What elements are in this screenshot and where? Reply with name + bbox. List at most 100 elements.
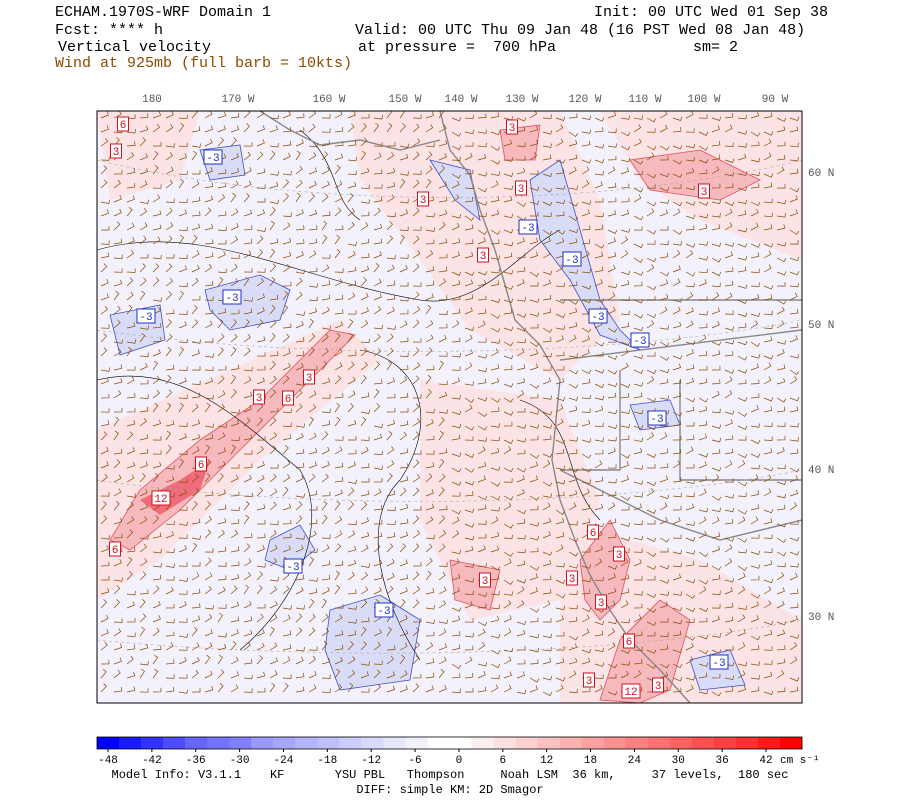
contour-label-box [203,149,223,165]
contour-label-box [515,180,527,196]
graticule [97,159,802,654]
contour-label-box [374,602,394,618]
colorbar-swatch [537,737,560,749]
contour-label: 3 [306,373,313,385]
contour-label-box [647,410,667,426]
contour-label-box [136,308,156,324]
colorbar-tick-label: -12 [361,755,381,767]
contour-label: 12 [624,687,637,699]
colorbar-swatch [427,737,450,749]
contour-label: 3 [616,550,623,562]
colorbar-swatch [317,737,340,749]
colorbar-swatch [449,737,472,749]
contour-label-box [652,677,664,693]
colorbar-swatch [383,737,406,749]
contour-label-box [477,247,489,263]
contour-label: -3 [139,312,152,324]
contour-label: -3 [650,414,663,426]
colorbar-swatch [405,737,428,749]
contour-label-box [709,654,729,670]
colorbar-swatch [471,737,494,749]
contour-label-box [595,594,607,610]
title: ECHAM.1970S-WRF Domain 1 [55,4,271,21]
contour-label-box [587,524,599,540]
colorbar-swatch [735,737,759,749]
contour-label: -3 [377,606,390,618]
colorbar-swatch [339,737,362,749]
colorbar-swatch [229,737,252,749]
contour-label: 6 [285,394,292,406]
colorbar-swatch [273,737,296,749]
contour-label: -3 [712,658,725,670]
coastline [259,111,802,703]
contour-label: 3 [598,598,605,610]
map [97,111,802,703]
contour-label-box [417,191,429,207]
contour-label-box [562,251,582,267]
colorbar-swatch [185,737,208,749]
lon-label: 120 W [568,94,601,106]
colorbar-swatch [559,737,582,749]
contour-label: -3 [521,223,534,235]
contour-label-box [303,369,315,385]
wind-note: Wind at 925mb (full barb = 10kts) [55,55,352,72]
colorbar-frame [96,736,803,750]
colorbar-swatch [603,737,627,749]
lon-label: 100 W [687,94,720,106]
lat-label: 40 N [808,465,834,477]
lat-label: 60 N [808,168,834,180]
colorbar-tick-label: 18 [584,755,597,767]
contour-label: 6 [590,528,597,540]
contour-label-box [566,570,578,586]
colorbar-tick-label: -30 [230,755,250,767]
contour-label: 3 [480,251,487,263]
contour-label-box [109,541,121,557]
diff-info: DIFF: simple KM: 2D Smagor [356,783,543,797]
contour-label: -3 [206,153,219,165]
contour-label-box [110,143,122,159]
map-frame [96,110,803,704]
contour-label: 3 [113,147,120,159]
colorbar-tick-label: 36 [716,755,729,767]
colorbar-tick-label: 24 [628,755,642,767]
contour-label-box [583,672,595,688]
lon-label: 110 W [628,94,661,106]
contour-label: -3 [286,562,299,574]
colorbar-swatch [625,737,649,749]
colorbar-tick-label: -18 [317,755,337,767]
contour-label: 6 [120,120,127,132]
field: Vertical velocity [58,39,211,56]
contour-label: 3 [509,123,516,135]
colorbar-swatch [515,737,538,749]
barb-set [100,111,800,697]
contour-label: 6 [626,637,633,649]
contour-label: 3 [256,393,263,405]
contour-label-box [117,116,129,132]
colorbar-tick-label: -42 [142,755,162,767]
contour-label-box [283,558,303,574]
contour-label-box [506,119,518,135]
colorbar-swatch [251,737,274,749]
contour-label: 12 [154,494,167,506]
colorbar-tick-label: 12 [540,755,553,767]
contour-label-box [151,490,171,506]
colorbar-swatch [647,737,671,749]
lon-label: 90 W [762,94,789,106]
contour-label: -3 [225,293,238,305]
colorbar-swatch [207,737,230,749]
contour-label: 3 [586,676,593,688]
contour-label: 6 [198,460,205,472]
labels: 180 170 W 160 W 150 W 140 W 130 W 120 W 110 W 10… [109,94,834,699]
forecast: Fcst: **** h [55,22,163,39]
contour-label: 3 [655,681,662,693]
colorbar-swatch [141,737,164,749]
lon-label: 170 W [221,94,254,106]
lat-label: 30 N [808,612,834,624]
colorbar-swatch [757,737,781,749]
colorbar-swatch [779,737,803,749]
colorbar-swatch [361,737,384,749]
colorbar-tick-label: 42 [759,755,772,767]
lon-label: 140 W [444,94,477,106]
colorbar-tick-label: 6 [499,755,506,767]
